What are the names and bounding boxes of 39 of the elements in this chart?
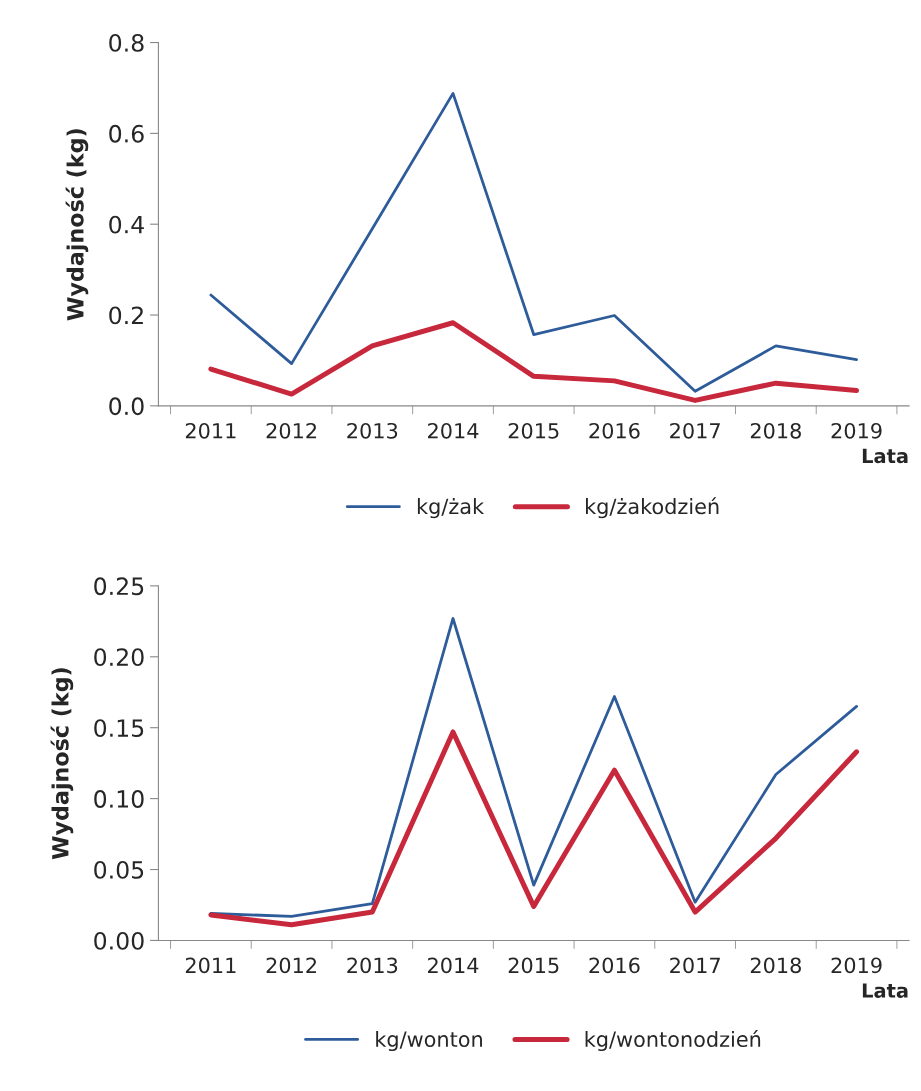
x-tick-label: 2017	[670, 422, 720, 439]
x-axis-title: Lata	[862, 448, 908, 464]
x-tick-label: 2015	[508, 957, 559, 974]
y-tick-label: 0.4	[109, 215, 144, 234]
legend-label: kg/wontonodzień	[585, 1030, 761, 1052]
line-series	[209, 617, 858, 918]
line-series	[209, 92, 858, 393]
x-tick-label: 2016	[589, 957, 640, 974]
y-tick-label: 0.10	[94, 790, 144, 808]
x-tick-label: 2014	[428, 422, 479, 439]
x-tick-label: 2019	[831, 957, 882, 974]
y-axis-title: Wydajność (kg)	[65, 129, 89, 321]
x-axis-title: Lata	[862, 983, 908, 998]
x-tick-label: 2018	[750, 422, 801, 439]
x-tick-label: 2015	[508, 422, 559, 439]
y-tick-label: 0.00	[94, 931, 144, 950]
x-tick-label: 2016	[589, 422, 640, 439]
y-axis-title: Wydajność (kg)	[50, 668, 74, 860]
x-tick-label: 2013	[347, 422, 398, 439]
x-tick-label: 2011	[185, 957, 236, 974]
y-tick-label: 0.20	[94, 648, 144, 667]
y-tick-label: 0.15	[94, 719, 144, 737]
x-tick-label: 2012	[266, 422, 317, 439]
y-tick-label: 0.2	[109, 306, 143, 325]
x-tick-label: 2018	[750, 957, 801, 974]
y-tick-label: 0.8	[109, 34, 144, 52]
x-tick-label: 2014	[428, 957, 479, 974]
y-tick-label: 0.0	[109, 397, 144, 416]
legend-label: kg/wonton	[376, 1030, 482, 1052]
y-tick-label: 0.25	[94, 577, 144, 596]
legend-label: kg/żak	[417, 498, 485, 519]
y-tick-label: 0.6	[109, 124, 144, 143]
x-tick-label: 2013	[347, 957, 398, 974]
x-tick-label: 2011	[185, 422, 236, 439]
x-tick-label: 2012	[266, 957, 317, 974]
legend-label: kg/żakodzień	[586, 497, 719, 519]
x-tick-label: 2017	[670, 957, 720, 974]
x-tick-label: 2019	[831, 422, 882, 439]
y-tick-label: 0.05	[94, 860, 144, 879]
